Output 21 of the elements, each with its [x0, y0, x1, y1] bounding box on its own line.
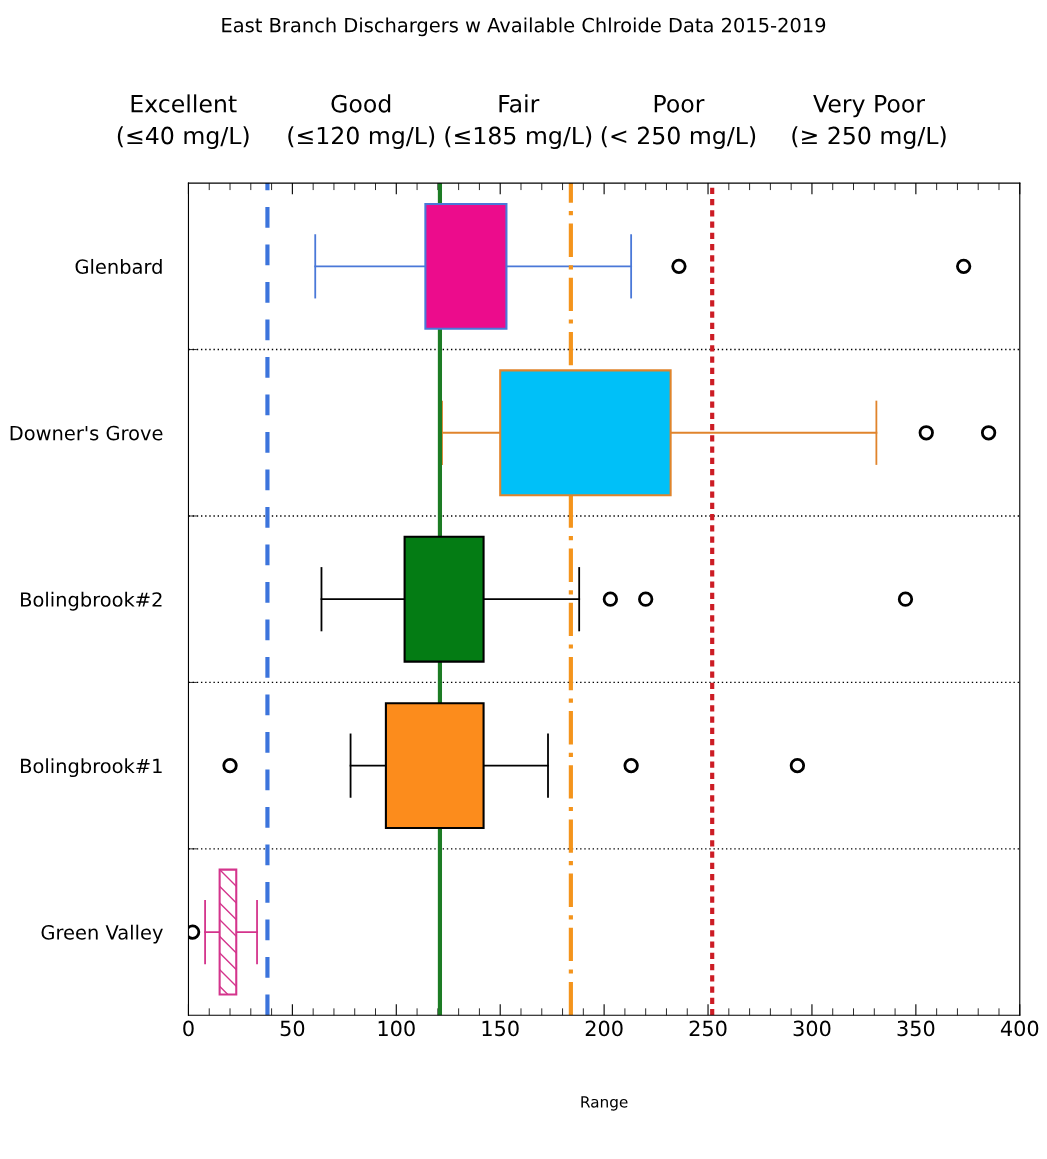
x-tick-label: 200	[585, 1020, 623, 1037]
y-tick-label: Glenbard	[75, 258, 162, 274]
x-tick-label: 100	[378, 1020, 415, 1037]
y-tick-label: Downer's Grove	[10, 425, 163, 441]
chart-title: East Branch Dischargers w Available Chlroide Data 2015-2019	[222, 17, 826, 37]
x-tick-label: 250	[689, 1020, 727, 1037]
x-tick-label: 50	[280, 1020, 305, 1037]
text: Fair (≤185 mg/L)	[445, 94, 592, 150]
text: Excellent (≤40 mg/L)	[117, 94, 249, 150]
y-tick-label: Bolingbrook#2	[21, 591, 162, 611]
text: Very Poor (≥ 250 mg/L)	[792, 95, 946, 150]
y-tick-label: Green Valley	[41, 924, 163, 944]
x-axis-title: Range	[581, 1096, 628, 1111]
x-tick-label: 400	[1000, 1020, 1039, 1037]
y-tick-label: Bolingbrook#1	[21, 758, 162, 778]
x-tick-label: 350	[897, 1020, 935, 1037]
x-tick-label: 0	[183, 1020, 194, 1037]
x-tick-label: 150	[482, 1020, 519, 1037]
text: Poor (< 250 mg/L)	[601, 95, 756, 150]
x-tick-label: 300	[793, 1020, 831, 1037]
text: Good (≤120 mg/L)	[288, 94, 435, 150]
